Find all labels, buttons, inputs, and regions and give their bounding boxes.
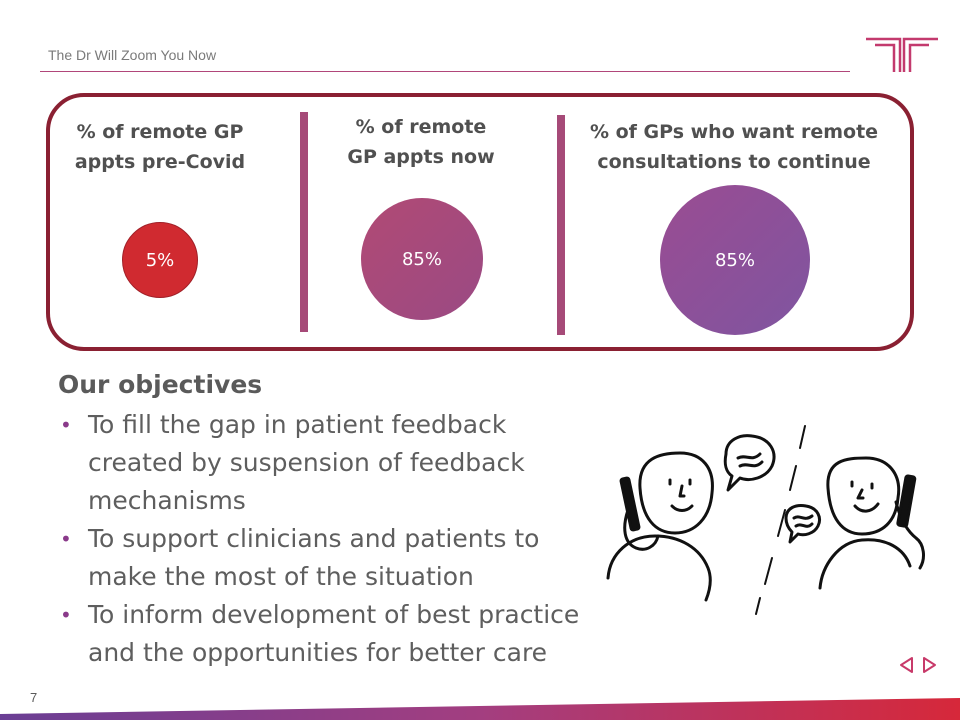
stat-divider bbox=[557, 115, 565, 335]
stat-circle-pre-covid: 5% bbox=[122, 222, 198, 298]
stat-label-want-remote: % of GPs who want remote consultations t… bbox=[589, 121, 879, 173]
stat-label-now: % of remote GP appts now bbox=[347, 116, 495, 168]
objectives-list: • To fill the gap in patient feedback cr… bbox=[58, 406, 598, 672]
footer-gradient-bar bbox=[0, 698, 960, 720]
bullet-icon: • bbox=[60, 603, 72, 627]
next-slide-icon[interactable] bbox=[920, 656, 938, 674]
presentation-title: The Dr Will Zoom You Now bbox=[48, 47, 217, 63]
objective-item: • To fill the gap in patient feedback cr… bbox=[58, 406, 598, 520]
bullet-icon: • bbox=[60, 527, 72, 551]
stat-value: 85% bbox=[714, 249, 755, 271]
page-number: 7 bbox=[30, 690, 38, 705]
objectives-heading: Our objectives bbox=[58, 370, 263, 399]
objective-item: • To inform development of best practice… bbox=[58, 596, 598, 672]
stat-label-pre-covid: % of remote GP appts pre-Covid bbox=[74, 121, 246, 173]
objective-item: • To support clinicians and patients to … bbox=[58, 520, 598, 596]
stats-panel bbox=[46, 93, 914, 351]
stat-value: 85% bbox=[401, 248, 442, 270]
bullet-icon: • bbox=[60, 413, 72, 437]
previous-slide-icon[interactable] bbox=[898, 656, 916, 674]
brand-logo bbox=[866, 37, 938, 72]
stat-value: 5% bbox=[145, 249, 175, 271]
stat-divider bbox=[300, 112, 308, 332]
stat-circle-now: 85% bbox=[361, 198, 483, 320]
stat-circle-want-remote: 85% bbox=[660, 185, 810, 335]
phone-call-illustration bbox=[606, 425, 925, 615]
header-divider bbox=[40, 71, 850, 72]
